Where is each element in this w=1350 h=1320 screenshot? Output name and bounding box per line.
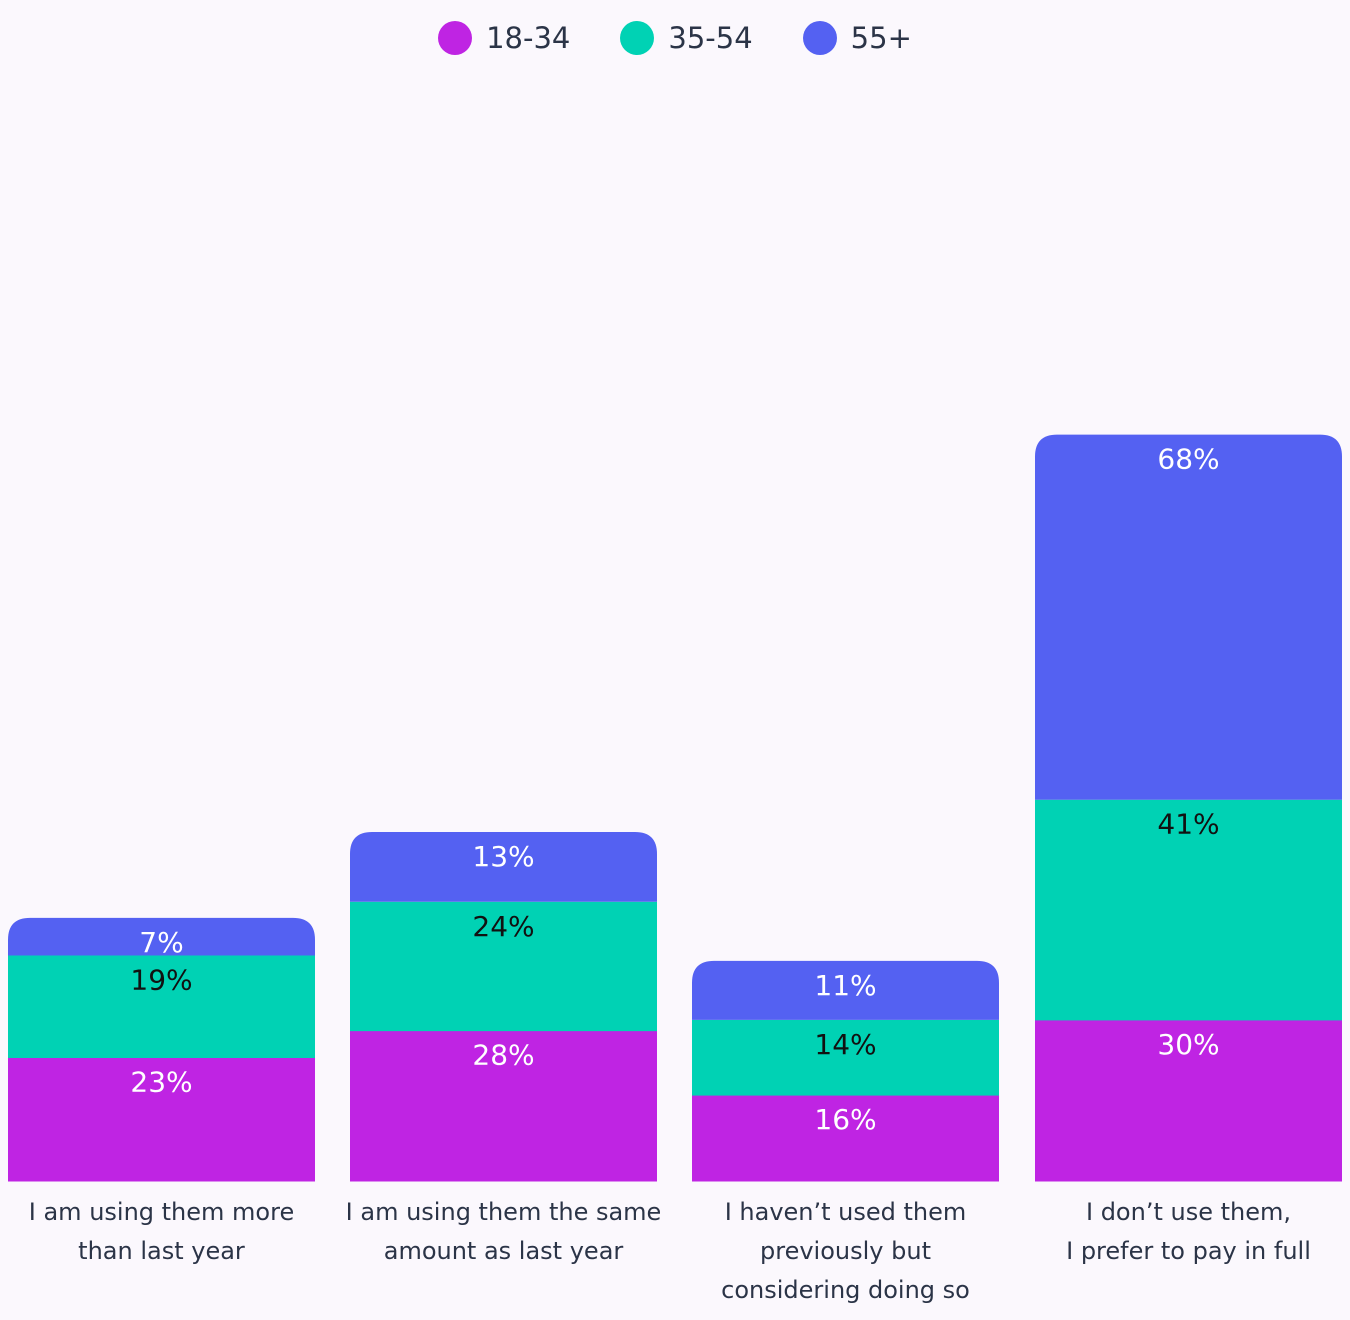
data-label: 23%	[130, 1065, 192, 1098]
data-label: 30%	[1157, 1028, 1219, 1061]
bar-group: 23% 19% 7%	[8, 917, 315, 1182]
legend-swatch	[438, 21, 473, 55]
legend-label: 35-54	[668, 21, 753, 55]
category-label-line: amount as last year	[384, 1237, 624, 1265]
bar-segment-55	[8, 917, 315, 956]
data-label: 68%	[1157, 443, 1219, 476]
data-label: 24%	[472, 910, 534, 943]
category-label-line: I am using them more	[29, 1198, 294, 1226]
bar-segment-55	[1035, 434, 1342, 800]
bar-segment-18-34	[350, 1030, 657, 1182]
bar-segment-35-54	[692, 1019, 999, 1096]
bar-segment-18-34	[692, 1095, 999, 1182]
legend-label: 18-34	[486, 21, 571, 55]
data-label: 16%	[814, 1103, 876, 1136]
data-label: 7%	[139, 926, 183, 959]
category-label-line: I don’t use them,	[1086, 1198, 1291, 1226]
chart-legend: 18-34 35-54 55+	[0, 14, 1350, 62]
category-label: I don’t use them, I prefer to pay in full	[1066, 1198, 1311, 1265]
bar-group: 30% 41% 68%	[1035, 434, 1342, 1182]
category-label-line: I prefer to pay in full	[1066, 1237, 1311, 1265]
data-label: 13%	[472, 840, 534, 873]
category-label-line: I am using them the same	[346, 1198, 662, 1226]
legend-label: 55+	[850, 21, 912, 55]
bar-segment-35-54	[350, 901, 657, 1032]
legend-item-35-54: 35-54	[620, 21, 753, 55]
legend-swatch	[802, 21, 837, 55]
bar-group: 16% 14% 11%	[692, 960, 999, 1182]
data-label: 28%	[472, 1039, 534, 1072]
data-label: 11%	[814, 969, 876, 1002]
category-label-line: I haven’t used them	[725, 1198, 967, 1226]
category-label-line: than last year	[78, 1237, 245, 1265]
bar-segment-55	[692, 960, 999, 1020]
category-label: I am using them the same amount as last y…	[346, 1198, 662, 1265]
data-label: 41%	[1157, 808, 1219, 841]
bar-group: 28% 24% 13%	[350, 831, 657, 1182]
bar-segment-35-54	[1035, 799, 1342, 1021]
legend-swatch	[620, 21, 655, 55]
legend-item-18-34: 18-34	[438, 21, 570, 55]
category-label: I am using them more than last year	[29, 1198, 294, 1265]
bar-segment-55	[350, 831, 657, 902]
data-label: 19%	[130, 963, 192, 996]
legend-item-55: 55+	[802, 21, 912, 55]
category-label-line: considering doing so	[721, 1276, 970, 1304]
category-label: I haven’t used them previously but conside…	[721, 1198, 970, 1304]
category-label-line: previously but	[760, 1237, 931, 1265]
bar-segment-18-34	[8, 1057, 315, 1182]
data-label: 14%	[814, 1028, 876, 1061]
bar-segment-18-34	[1035, 1019, 1342, 1182]
bar-segment-35-54	[8, 955, 315, 1058]
